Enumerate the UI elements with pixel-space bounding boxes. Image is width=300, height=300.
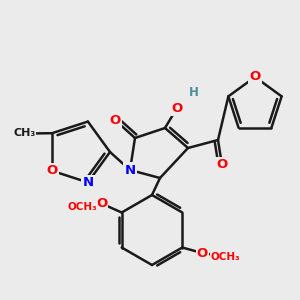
Text: H: H	[189, 86, 199, 100]
Text: O: O	[216, 158, 228, 172]
Text: O: O	[171, 101, 183, 115]
Text: OCH₃: OCH₃	[210, 253, 240, 262]
Text: N: N	[124, 164, 136, 176]
Text: O: O	[197, 247, 208, 260]
Text: N: N	[82, 176, 94, 189]
Text: O: O	[96, 197, 107, 210]
Text: OCH₃: OCH₃	[68, 202, 98, 212]
Text: O: O	[110, 113, 121, 127]
Text: CH₃: CH₃	[13, 128, 35, 137]
Text: O: O	[46, 164, 58, 177]
Text: O: O	[249, 70, 261, 83]
